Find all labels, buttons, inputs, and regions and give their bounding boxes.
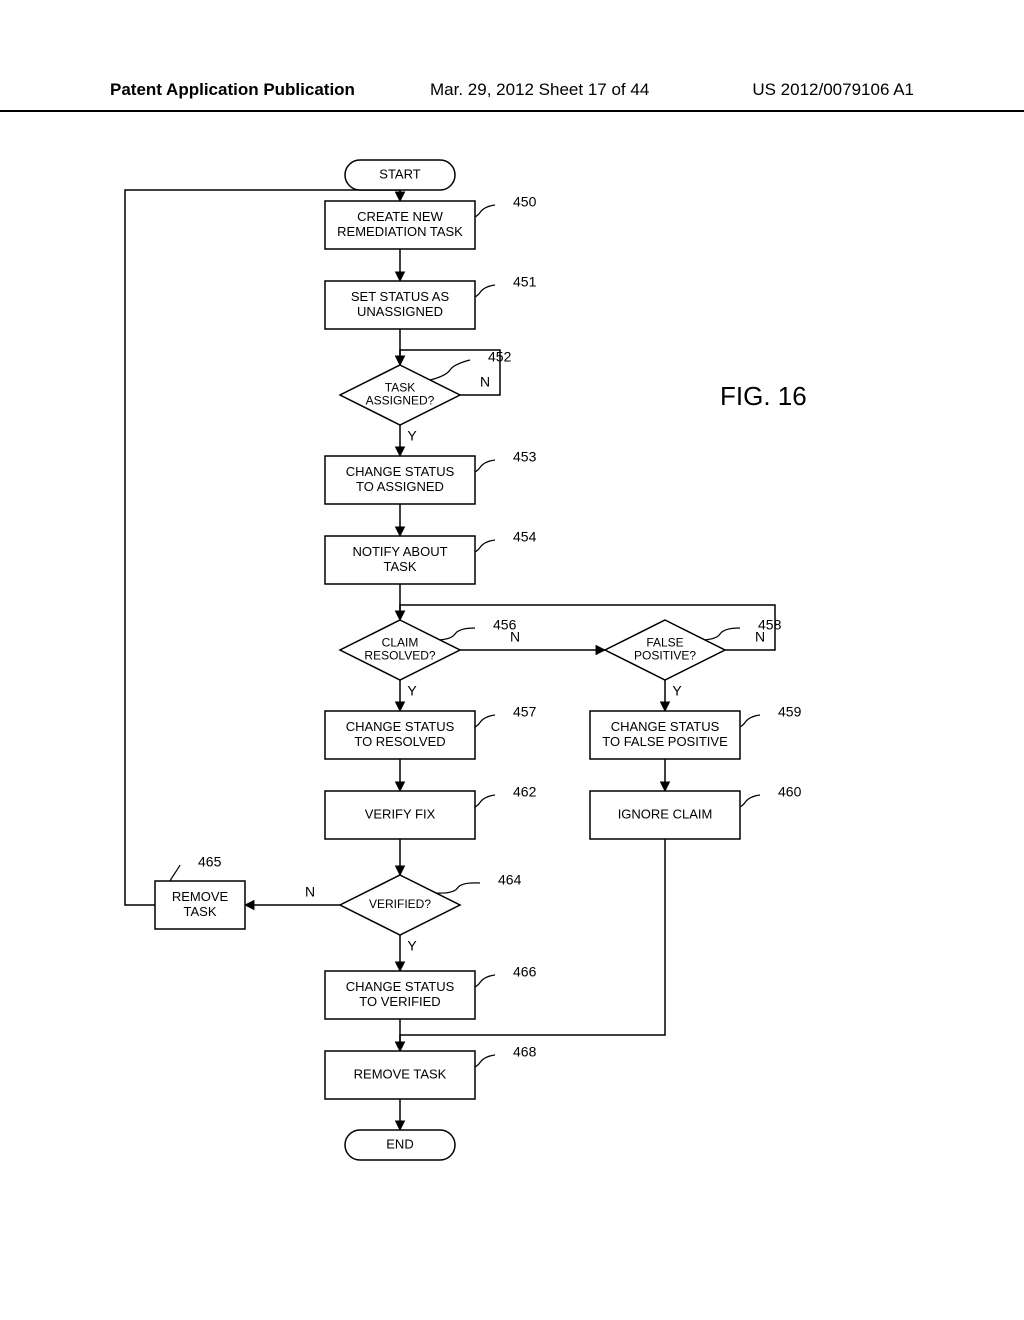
- svg-text:VERIFIED?: VERIFIED?: [369, 897, 431, 911]
- svg-text:459: 459: [778, 704, 802, 720]
- svg-text:Y: Y: [672, 683, 682, 699]
- svg-text:END: END: [386, 1136, 413, 1151]
- svg-text:460: 460: [778, 784, 802, 800]
- svg-text:456: 456: [493, 617, 517, 633]
- svg-text:CLAIM: CLAIM: [382, 636, 419, 650]
- svg-text:Y: Y: [407, 683, 417, 699]
- svg-text:TASK: TASK: [385, 381, 415, 395]
- svg-text:TO FALSE POSITIVE: TO FALSE POSITIVE: [602, 734, 728, 749]
- header-left: Patent Application Publication: [110, 80, 355, 100]
- svg-text:465: 465: [198, 854, 222, 870]
- svg-text:ASSIGNED?: ASSIGNED?: [366, 394, 435, 408]
- svg-text:466: 466: [513, 964, 537, 980]
- header-mid: Mar. 29, 2012 Sheet 17 of 44: [430, 80, 649, 100]
- svg-text:457: 457: [513, 704, 537, 720]
- page-header: Patent Application Publication Mar. 29, …: [0, 74, 1024, 112]
- svg-text:CHANGE STATUS: CHANGE STATUS: [346, 719, 455, 734]
- svg-text:NOTIFY ABOUT: NOTIFY ABOUT: [352, 544, 447, 559]
- svg-text:N: N: [480, 374, 490, 390]
- svg-text:452: 452: [488, 349, 512, 365]
- svg-text:468: 468: [513, 1044, 537, 1060]
- svg-text:CHANGE STATUS: CHANGE STATUS: [346, 979, 455, 994]
- svg-text:TO ASSIGNED: TO ASSIGNED: [356, 479, 444, 494]
- flowchart: NYYNNYYNSTARTCREATE NEWREMEDIATION TASKS…: [0, 150, 1024, 1250]
- svg-text:REMOVE TASK: REMOVE TASK: [354, 1066, 447, 1081]
- svg-text:Y: Y: [407, 938, 417, 954]
- svg-text:IGNORE CLAIM: IGNORE CLAIM: [618, 806, 713, 821]
- svg-text:TASK: TASK: [384, 559, 417, 574]
- svg-text:Y: Y: [407, 428, 417, 444]
- svg-text:START: START: [379, 166, 420, 181]
- header-right: US 2012/0079106 A1: [752, 80, 914, 100]
- svg-text:458: 458: [758, 617, 782, 633]
- svg-text:450: 450: [513, 194, 537, 210]
- svg-text:RESOLVED?: RESOLVED?: [364, 649, 435, 663]
- svg-text:453: 453: [513, 449, 537, 465]
- svg-text:REMEDIATION TASK: REMEDIATION TASK: [337, 224, 463, 239]
- svg-text:FALSE: FALSE: [646, 636, 683, 650]
- page: Patent Application Publication Mar. 29, …: [0, 0, 1024, 1320]
- svg-text:UNASSIGNED: UNASSIGNED: [357, 304, 443, 319]
- svg-text:TO VERIFIED: TO VERIFIED: [359, 994, 440, 1009]
- svg-text:N: N: [305, 884, 315, 900]
- svg-text:POSITIVE?: POSITIVE?: [634, 649, 696, 663]
- figure-label: FIG. 16: [720, 381, 807, 411]
- svg-text:CHANGE STATUS: CHANGE STATUS: [611, 719, 720, 734]
- svg-text:454: 454: [513, 529, 537, 545]
- svg-text:451: 451: [513, 274, 537, 290]
- svg-text:CHANGE STATUS: CHANGE STATUS: [346, 464, 455, 479]
- svg-text:462: 462: [513, 784, 537, 800]
- svg-text:TO RESOLVED: TO RESOLVED: [354, 734, 445, 749]
- svg-text:REMOVE: REMOVE: [172, 889, 229, 904]
- svg-text:464: 464: [498, 872, 522, 888]
- svg-text:TASK: TASK: [184, 904, 217, 919]
- svg-text:VERIFY FIX: VERIFY FIX: [365, 806, 436, 821]
- svg-text:SET STATUS AS: SET STATUS AS: [351, 289, 450, 304]
- svg-text:CREATE NEW: CREATE NEW: [357, 209, 443, 224]
